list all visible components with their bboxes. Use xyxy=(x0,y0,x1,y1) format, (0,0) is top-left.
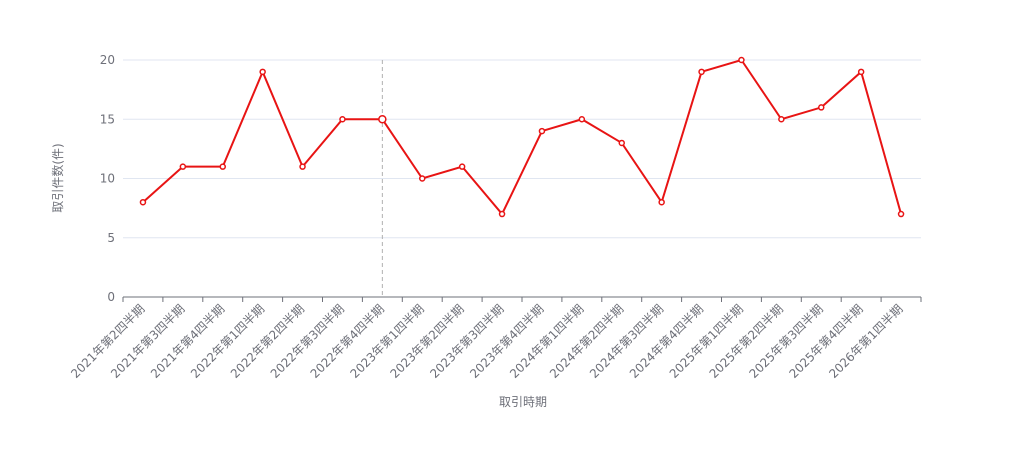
data-point xyxy=(778,116,785,123)
data-point xyxy=(339,116,346,123)
data-point xyxy=(818,104,825,111)
data-point xyxy=(857,68,865,76)
y-tick-label: 5 xyxy=(107,231,115,245)
x-tick-label: 2022年第4四半期 xyxy=(308,302,387,381)
y-axis-label: 取引件数(件) xyxy=(50,143,65,212)
data-point xyxy=(219,163,226,170)
data-point xyxy=(419,175,426,182)
y-tick-label: 0 xyxy=(107,290,115,304)
x-tick-label: 2024年第3四半期 xyxy=(587,302,666,381)
x-tick-label: 2021年第2四半期 xyxy=(68,302,147,381)
data-point xyxy=(299,163,306,170)
data-point xyxy=(897,210,905,218)
series-line xyxy=(142,58,903,216)
data-point xyxy=(698,68,705,76)
y-tick-label: 15 xyxy=(100,112,115,126)
x-axis-label: 取引時期 xyxy=(499,395,547,409)
x-tick-label: 2021年第3四半期 xyxy=(108,302,187,381)
x-tick-label: 2023年第1四半期 xyxy=(348,302,427,381)
data-point xyxy=(738,56,745,64)
data-point xyxy=(179,163,187,170)
data-point xyxy=(578,116,586,123)
x-tick-label: 2024年第2四半期 xyxy=(547,302,626,381)
data-point xyxy=(498,210,506,218)
x-tick-label: 2024年第1四半期 xyxy=(507,302,586,381)
data-point xyxy=(538,127,546,135)
x-tick-label: 2022年第2四半期 xyxy=(228,302,307,381)
y-tick-label: 10 xyxy=(100,172,115,186)
x-tick-label: 2023年第3四半期 xyxy=(427,302,506,381)
data-point xyxy=(378,115,387,124)
data-point xyxy=(618,139,625,147)
x-tick-label: 2024年第4四半期 xyxy=(627,302,706,381)
x-tick-label: 2022年第3四半期 xyxy=(268,302,347,381)
data-point xyxy=(259,68,266,76)
x-tick-label: 2025年第3四半期 xyxy=(747,302,826,381)
x-tick-label: 2021年第4四半期 xyxy=(148,302,227,381)
x-tick-label: 2026年第1四半期 xyxy=(826,302,905,381)
y-tick-label: 20 xyxy=(100,53,115,67)
x-tick-label: 2025年第4四半期 xyxy=(786,302,865,381)
x-tick-label: 2025年第1四半期 xyxy=(667,302,746,381)
x-tick-label: 2023年第2四半期 xyxy=(387,302,466,381)
data-point xyxy=(458,163,466,170)
x-tick-label: 2023年第4四半期 xyxy=(467,302,546,381)
x-tick-label: 2025年第2四半期 xyxy=(707,302,786,381)
data-point xyxy=(658,198,665,206)
data-point xyxy=(139,198,147,206)
x-tick-label: 2022年第1四半期 xyxy=(188,302,267,381)
